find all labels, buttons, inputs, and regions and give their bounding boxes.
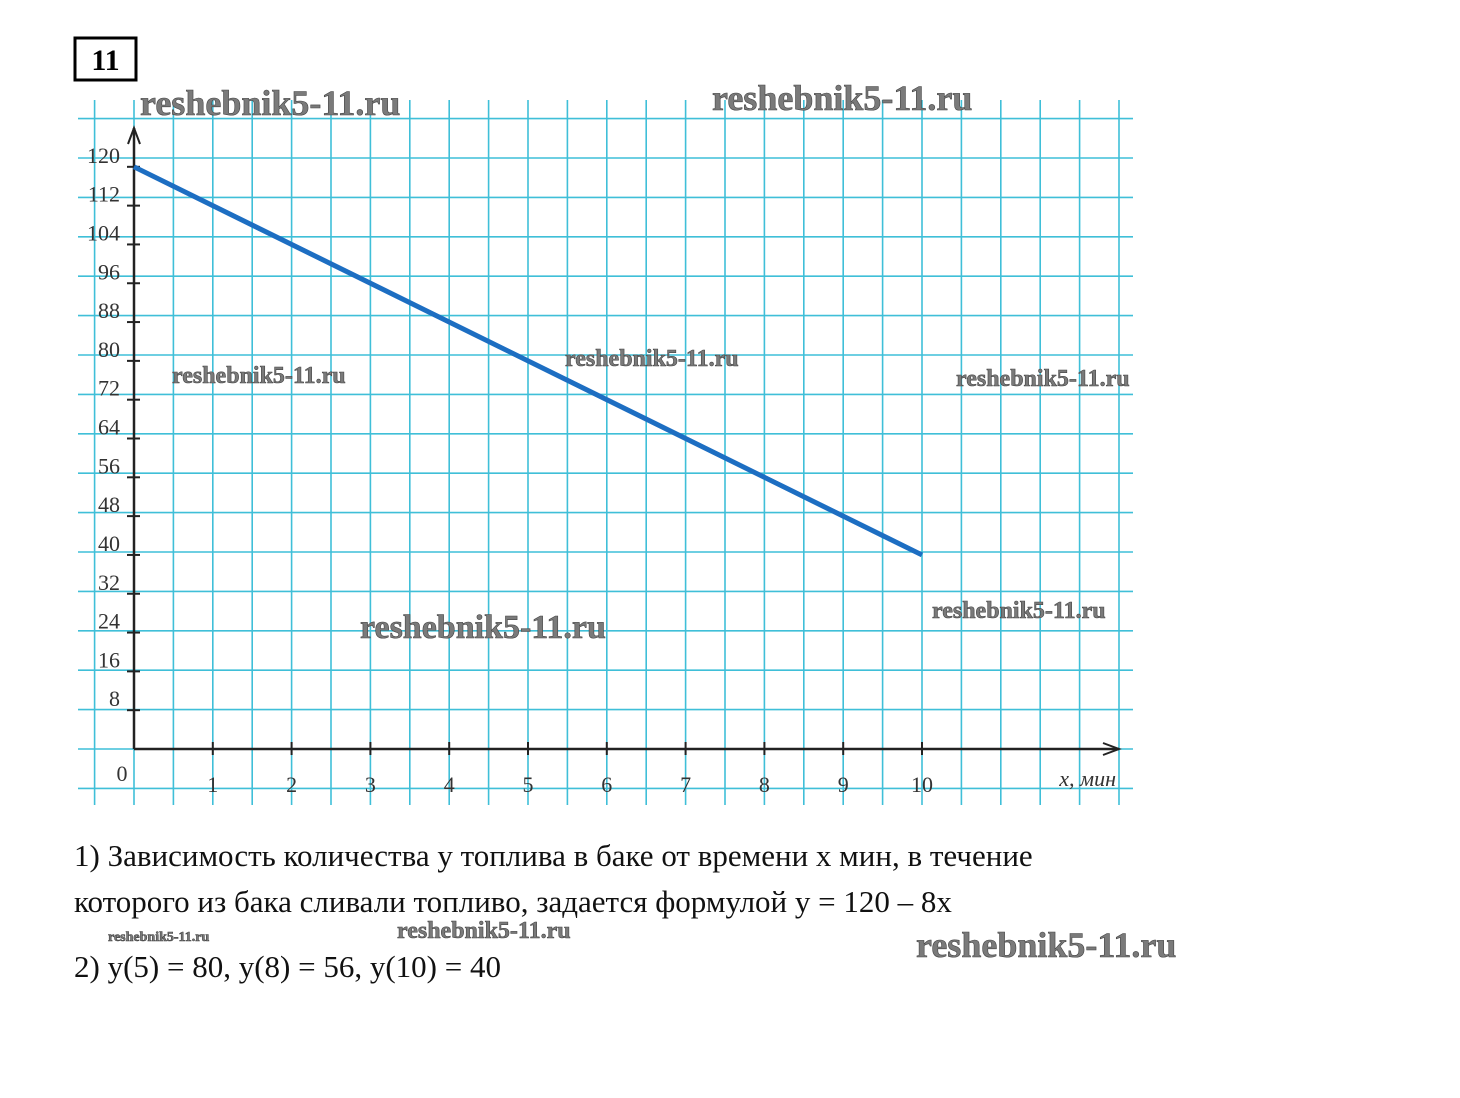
y-tick-label: 8 — [109, 686, 120, 711]
y-tick-label: 32 — [98, 570, 120, 595]
watermark: reshebnik5-11.ru — [956, 366, 1130, 392]
paper-grid — [78, 100, 1133, 805]
watermark: reshebnik5-11.ru — [712, 78, 972, 118]
y-axis-arrow — [127, 125, 141, 145]
y-tick-label: 24 — [98, 609, 120, 634]
y-tick-label: 88 — [98, 298, 120, 323]
x-tick-label: 9 — [838, 772, 849, 797]
y-tick-label: 16 — [98, 647, 120, 672]
y-tick-label: 72 — [98, 376, 120, 401]
y-tick-label: 104 — [87, 220, 120, 245]
text-line: которого из бака сливали топливо, задает… — [74, 884, 952, 919]
x-tick-label: 10 — [911, 772, 933, 797]
data-line — [132, 164, 924, 558]
watermark: reshebnik5-11.ru — [108, 930, 209, 945]
y-tick-label: 48 — [98, 492, 120, 517]
watermark: reshebnik5-11.ru — [140, 83, 400, 123]
watermark: reshebnik5-11.ru — [565, 346, 739, 372]
text-line: 1) Зависимость количества y топлива в ба… — [74, 838, 1033, 873]
y-tick-label: 64 — [98, 415, 120, 440]
watermark: reshebnik5-11.ru — [397, 918, 571, 944]
y-tick-label: 96 — [98, 259, 120, 284]
watermarks: reshebnik5-11.ru reshebnik5-11.ru reshebni… — [108, 78, 1177, 966]
watermark: reshebnik5-11.ru — [932, 598, 1106, 624]
x-tick-label: 2 — [286, 772, 297, 797]
x-tick-label: 4 — [444, 772, 455, 797]
watermark: reshebnik5-11.ru — [360, 609, 606, 646]
origin-label: 0 — [117, 761, 128, 786]
solution-text: 1) Зависимость количества y топлива в ба… — [74, 838, 1033, 984]
y-tick-label: 112 — [88, 182, 120, 207]
x-tick-label: 3 — [365, 772, 376, 797]
x-tick-label: 8 — [759, 772, 770, 797]
x-tick-label: 5 — [523, 772, 534, 797]
y-tick-label: 120 — [87, 143, 120, 168]
watermark: reshebnik5-11.ru — [916, 925, 1176, 965]
x-tick-label: 1 — [207, 772, 218, 797]
problem-number: 11 — [91, 44, 119, 77]
number-box — [73, 36, 138, 82]
x-axis-arrow — [1102, 742, 1122, 756]
text-line: 2) y(5) = 80, y(8) = 56, y(10) = 40 — [74, 949, 501, 984]
y-tick-label: 80 — [98, 337, 120, 362]
x-tick-label: 6 — [601, 772, 612, 797]
watermark: reshebnik5-11.ru — [172, 363, 346, 389]
y-tick-label: 56 — [98, 453, 120, 478]
y-tick-label: 40 — [98, 531, 120, 556]
x-axis-label: x, мин — [1058, 766, 1116, 791]
x-tick-label: 7 — [680, 772, 691, 797]
